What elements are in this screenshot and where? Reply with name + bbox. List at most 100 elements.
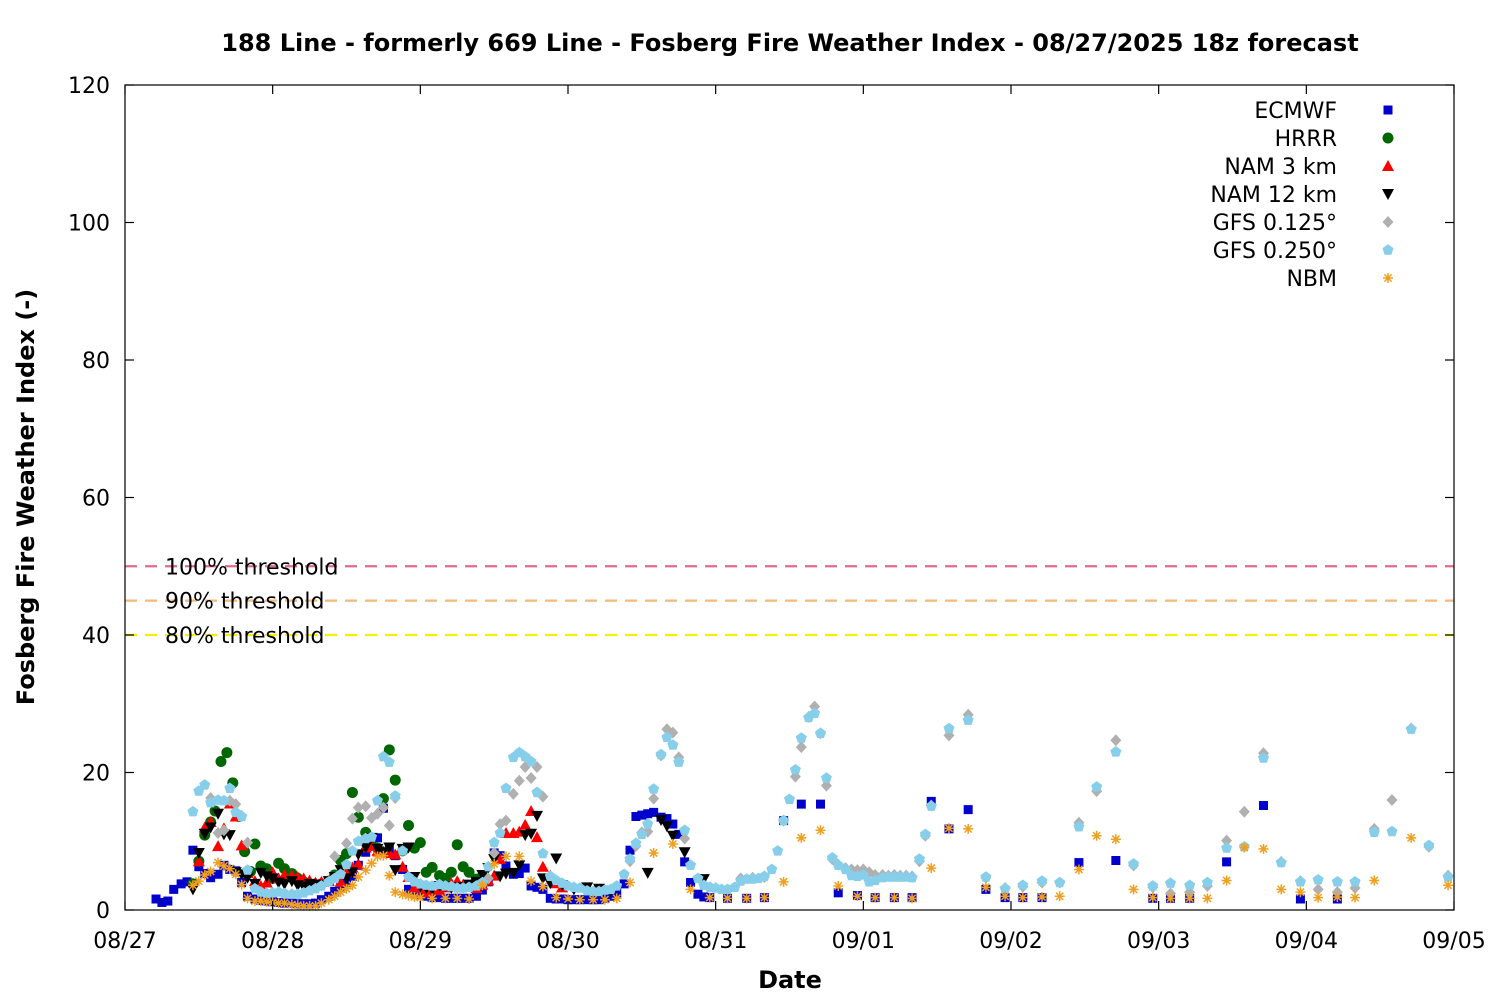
point-gfs-0-250 <box>795 732 807 743</box>
point-gfs-0-125 <box>329 850 341 863</box>
point-nbm <box>236 879 247 890</box>
point-ecmwf <box>699 892 709 902</box>
point-nbm <box>360 865 371 876</box>
point-nam-12-km <box>550 853 563 865</box>
point-nbm <box>224 863 235 874</box>
point-gfs-0-125 <box>500 814 512 827</box>
point-nbm <box>384 870 395 881</box>
point-ecmwf <box>458 893 468 903</box>
point-nam-3-km <box>536 860 549 872</box>
point-gfs-0-125 <box>809 700 821 713</box>
point-nbm <box>323 894 334 905</box>
point-gfs-0-250 <box>913 853 925 864</box>
point-nbm <box>588 894 599 905</box>
point-nam-12-km <box>641 867 654 879</box>
x-tick-label: 08/28 <box>241 929 304 954</box>
point-nbm <box>704 892 715 903</box>
point-nbm <box>218 861 229 871</box>
point-nbm <box>464 894 475 904</box>
point-hrrr <box>463 866 475 878</box>
point-nbm <box>1128 884 1139 895</box>
point-nbm <box>889 892 900 903</box>
point-nbm <box>329 891 340 902</box>
point-gfs-0-250 <box>820 772 832 783</box>
point-nbm <box>1406 832 1417 843</box>
point-gfs-0-125 <box>488 846 500 859</box>
point-nbm <box>815 825 826 836</box>
point-nbm <box>1073 864 1084 875</box>
point-hrrr <box>249 838 261 850</box>
point-nbm <box>563 894 573 904</box>
x-axis-ticks: 08/27 08/28 08/29 08/30 08/31 09/01 09/02 09/03… <box>93 85 1486 954</box>
series-nam-12-km <box>186 808 710 897</box>
point-nbm <box>1258 843 1269 854</box>
x-tick-label: 08/30 <box>536 929 599 954</box>
point-nbm <box>833 880 844 891</box>
point-gfs-0-250 <box>630 837 642 848</box>
point-ecmwf <box>1259 801 1269 810</box>
point-nam-3-km <box>519 818 532 830</box>
point-ecmwf <box>446 893 456 903</box>
point-nbm <box>1221 875 1232 886</box>
point-nbm <box>796 832 807 843</box>
point-nam-12-km <box>513 860 526 872</box>
point-nbm <box>199 869 210 880</box>
point-nbm <box>403 890 414 901</box>
legend-marker-ecmwf <box>1383 105 1393 115</box>
point-nbm <box>390 887 401 898</box>
point-nbm <box>574 894 585 905</box>
series-nbm <box>187 823 1454 911</box>
point-gfs-0-250 <box>673 756 685 767</box>
point-gfs-0-250 <box>1386 825 1398 837</box>
point-gfs-0-250 <box>1221 842 1233 853</box>
point-gfs-0-125 <box>1238 805 1250 818</box>
point-nam-12-km <box>666 830 679 842</box>
point-gfs-0-250 <box>685 859 697 870</box>
point-nbm <box>489 858 500 869</box>
point-nbm <box>1000 891 1011 902</box>
point-gfs-0-250 <box>784 793 795 804</box>
point-ecmwf <box>435 893 445 903</box>
point-nbm <box>625 877 636 888</box>
point-gfs-0-250 <box>667 739 679 750</box>
point-ecmwf <box>532 882 542 892</box>
point-gfs-0-250 <box>980 871 992 882</box>
point-nam-12-km <box>241 872 254 884</box>
point-gfs-0-250 <box>943 722 955 734</box>
chart-title: 188 Line - formerly 669 Line - Fosberg F… <box>221 29 1358 57</box>
point-gfs-0-250 <box>642 818 654 829</box>
legend-marker-nam-3-km <box>1382 160 1394 171</box>
point-hrrr <box>389 774 401 786</box>
point-nbm <box>353 872 364 882</box>
point-nam-12-km <box>346 867 359 879</box>
point-nbm <box>335 887 346 898</box>
point-ecmwf <box>662 814 672 824</box>
x-tick-label: 09/02 <box>979 929 1042 954</box>
point-gfs-0-125 <box>360 800 372 813</box>
x-tick-label: 09/01 <box>832 929 895 954</box>
point-ecmwf <box>151 894 161 904</box>
x-tick-label: 08/27 <box>93 929 156 954</box>
point-gfs-0-250 <box>772 845 784 856</box>
point-ecmwf <box>649 807 659 817</box>
point-ecmwf <box>796 799 806 809</box>
point-gfs-0-250 <box>1017 879 1029 890</box>
point-gfs-0-250 <box>999 882 1011 894</box>
legend-label-nam-12-km: NAM 12 km <box>1210 183 1337 208</box>
x-axis-label: Date <box>758 966 822 994</box>
point-gfs-0-250 <box>1258 752 1269 763</box>
point-hrrr <box>451 839 463 851</box>
point-gfs-0-250 <box>857 869 869 880</box>
point-nam-3-km <box>235 839 248 851</box>
point-ecmwf <box>674 829 684 839</box>
point-ecmwf <box>631 812 641 821</box>
point-hrrr <box>346 786 358 798</box>
point-gfs-0-250 <box>636 828 648 840</box>
point-nbm <box>667 839 678 849</box>
legend-marker-nbm <box>1383 273 1393 283</box>
threshold-label-90-threshold: 90% threshold <box>165 590 325 615</box>
point-nbm <box>310 900 321 911</box>
point-nbm <box>599 894 610 905</box>
point-nam-12-km <box>285 876 298 888</box>
